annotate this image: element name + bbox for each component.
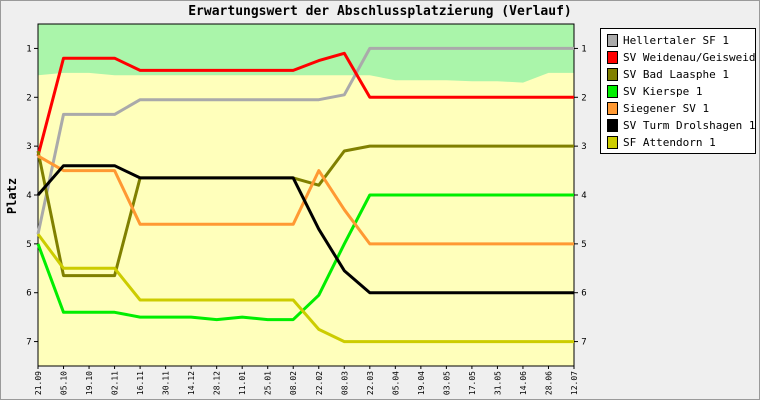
x-tick-label: 19.10	[85, 371, 94, 395]
series-line-1	[36, 46, 574, 235]
series-line-2	[36, 51, 574, 157]
legend-swatch	[607, 135, 618, 149]
top-band	[38, 24, 574, 83]
legend-item: SF Attendorn 1	[607, 135, 716, 149]
y-tick-label-right: 1	[581, 44, 586, 54]
x-tick-label: 19.04	[417, 371, 426, 395]
legend-item: Siegener SV 1	[607, 101, 709, 115]
legend-label: SV Bad Laasphe 1	[623, 67, 729, 81]
series-line-7	[36, 233, 574, 344]
legend-swatch	[607, 118, 618, 132]
x-tick-label: 14.06	[519, 371, 528, 395]
legend-swatch	[607, 101, 618, 115]
x-tick-label: 30.11	[162, 371, 171, 395]
x-tick-label: 21.09	[34, 371, 43, 395]
legend-item: SV Weidenau/Geisweid 1	[607, 50, 760, 64]
series-line-3	[36, 144, 574, 278]
chart-legend: Hellertaler SF 1 SV Weidenau/Geisweid 1 SV…	[600, 28, 760, 154]
y-tick-label-right: 2	[581, 93, 586, 103]
legend-swatch	[607, 50, 618, 64]
x-tick-label: 28.06	[544, 371, 553, 395]
x-tick-label: 05.10	[60, 371, 69, 395]
legend-item: SV Bad Laasphe 1	[607, 67, 729, 81]
legend-label: SF Attendorn 1	[623, 135, 716, 149]
x-tick-label: 14.12	[187, 371, 196, 395]
x-tick-label: 11.01	[238, 371, 247, 395]
y-tick-label-right: 7	[581, 338, 586, 348]
legend-label: Siegener SV 1	[623, 101, 710, 115]
y-tick-label-left: 7	[26, 338, 31, 348]
legend-swatch	[607, 67, 618, 81]
x-tick-label: 25.01	[264, 371, 273, 395]
x-tick-label: 17.05	[468, 371, 477, 395]
legend-label: Hellertaler SF 1	[623, 33, 729, 47]
x-tick-label: 08.02	[289, 371, 298, 395]
legend-swatch	[607, 84, 618, 98]
x-tick-label: 22.03	[366, 371, 375, 395]
y-tick-label-right: 6	[581, 289, 586, 299]
legend-item: SV Kierspe 1	[607, 84, 702, 98]
legend-label: SV Weidenau/Geisweid 1	[623, 50, 760, 64]
x-tick-label: 31.05	[493, 371, 502, 395]
x-tick-label: 03.05	[442, 371, 451, 395]
x-tick-label: 12.07	[570, 371, 579, 395]
legend-item: SV Turm Drolshagen 1	[607, 118, 755, 132]
y-tick-label-left: 3	[26, 142, 31, 152]
y-tick-label-left: 2	[26, 93, 31, 103]
x-tick-label: 28.12	[213, 371, 222, 395]
y-tick-label-right: 3	[581, 142, 586, 152]
series-line-4	[36, 193, 574, 322]
y-tick-label-left: 6	[26, 289, 31, 299]
series-line-6	[36, 164, 574, 295]
x-tick-label: 08.03	[340, 371, 349, 395]
legend-swatch	[607, 33, 618, 47]
x-tick-label: 22.02	[315, 371, 324, 395]
chart-title: Erwartungswert der Abschlussplatzierung …	[188, 4, 572, 19]
y-axis-label: Platz	[5, 178, 19, 214]
y-tick-label-right: 5	[581, 240, 586, 250]
y-tick-label-left: 4	[26, 191, 31, 201]
legend-item: Hellertaler SF 1	[607, 33, 729, 47]
y-tick-label-left: 1	[26, 44, 31, 54]
y-tick-label-left: 5	[26, 240, 31, 250]
legend-label: SV Kierspe 1	[623, 84, 703, 98]
x-tick-label: 16.11	[136, 371, 145, 395]
y-tick-label-right: 4	[581, 191, 586, 201]
series-line-5	[37, 154, 574, 246]
x-tick-label: 02.11	[111, 371, 120, 395]
x-tick-label: 05.04	[391, 371, 400, 395]
legend-label: SV Turm Drolshagen 1	[623, 118, 756, 132]
